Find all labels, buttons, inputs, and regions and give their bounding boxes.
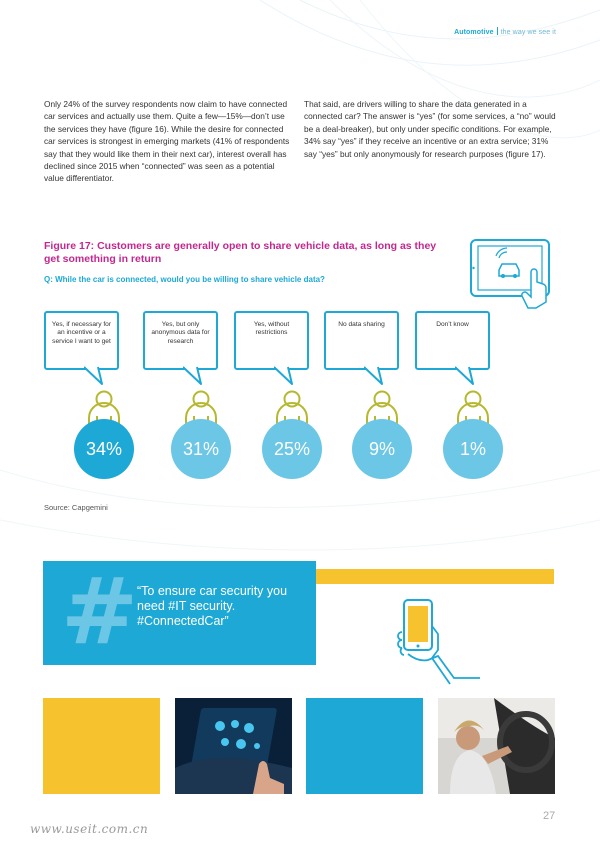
header-divider	[496, 27, 498, 35]
bubble-tail	[364, 366, 383, 385]
page-header: Automotive the way we see it	[454, 27, 556, 36]
watermark: www.useit.com.cn	[30, 822, 149, 836]
answer-bubble: Yes, without restrictions	[234, 311, 309, 370]
bubble-tail	[274, 366, 293, 385]
body-right-paragraph: That said, are drivers willing to share …	[304, 99, 556, 159]
bubble-tail	[84, 366, 103, 385]
page-number: 27	[543, 810, 556, 822]
driver-photo	[438, 698, 555, 794]
yellow-accent-bar	[316, 569, 554, 584]
yellow-tile	[43, 698, 160, 794]
value-circle: 31%	[171, 419, 231, 479]
value-circle: 25%	[262, 419, 322, 479]
header-section: Automotive	[454, 29, 494, 36]
header-subtitle: the way we see it	[500, 29, 556, 36]
answer-bubble: No data sharing	[324, 311, 399, 370]
value-circle: 34%	[74, 419, 134, 479]
answer-bubble: Yes, if necessary for an incentive or a …	[44, 311, 119, 370]
figure-source: Source: Capgemini	[44, 503, 108, 512]
quote-panel	[43, 561, 316, 665]
value-circle: 1%	[443, 419, 503, 479]
value-circle: 9%	[352, 419, 412, 479]
bubble-tail	[455, 366, 474, 385]
body-left-paragraph: Only 24% of the survey respondents now c…	[44, 99, 290, 184]
touchscreen-photo	[175, 698, 292, 794]
blue-tile	[306, 698, 423, 794]
callout-quote: “To ensure car security you need #IT sec…	[137, 584, 288, 628]
answer-bubble: Yes, but only anonymous data for researc…	[143, 311, 218, 370]
phone-hand-icon	[397, 599, 480, 685]
answer-bubble: Don’t know	[415, 311, 490, 370]
tablet-car-icon	[470, 239, 550, 309]
bubble-tail	[183, 366, 202, 385]
figure-title: Figure 17: Customers are generally open …	[44, 240, 437, 265]
figure-question: Q: While the car is connected, would you…	[44, 275, 325, 284]
hashtag-icon: #	[61, 558, 139, 665]
